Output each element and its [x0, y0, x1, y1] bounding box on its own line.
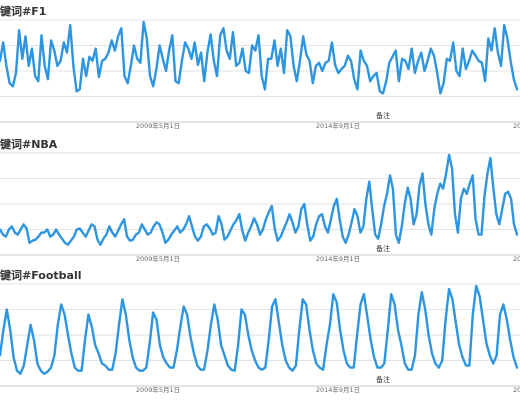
- football-note-label: 备注: [376, 375, 390, 384]
- f1-x-tick-label: 2014年9月1日: [316, 121, 360, 130]
- chart-title-f1: 键词#F1: [0, 5, 47, 18]
- f1-plot: 2009年5月1日 2014年9月1日 2020年 备注: [0, 19, 520, 130]
- nba-note-label: 备注: [376, 244, 390, 253]
- chart-title-nba: 键词#NBA: [0, 138, 58, 151]
- nba-series-line: [0, 153, 519, 247]
- nba-x-tick-label: 2020年: [513, 254, 520, 263]
- f1-x-tick-label: 2020年: [513, 121, 520, 130]
- nba-plot: 2009年5月1日 2014年9月1日 2020年 备注: [0, 152, 520, 263]
- f1-series-line: [0, 20, 519, 95]
- nba-x-tick-label: 2009年5月1日: [136, 254, 180, 263]
- chart-panel-football: 2009年5月1日 2014年9月1日 2020年 备注 键词#Football: [0, 264, 520, 394]
- chart-title-football: 键词#Football: [0, 269, 82, 282]
- football-series-line: [0, 284, 519, 376]
- football-x-tick-label: 2020年: [513, 385, 520, 394]
- f1-note-label: 备注: [376, 111, 390, 120]
- football-plot: 2009年5月1日 2014年9月1日 2020年 备注: [0, 283, 520, 394]
- football-x-tick-label: 2014年9月1日: [316, 385, 360, 394]
- nba-x-tick-label: 2014年9月1日: [316, 254, 360, 263]
- chart-panel-f1: 2009年5月1日 2014年9月1日 2020年 备注 键词#F1: [0, 0, 520, 130]
- chart-panel-nba: 2009年5月1日 2014年9月1日 2020年 备注 键词#NBA: [0, 133, 520, 263]
- f1-x-tick-label: 2009年5月1日: [136, 121, 180, 130]
- football-x-tick-label: 2009年5月1日: [136, 385, 180, 394]
